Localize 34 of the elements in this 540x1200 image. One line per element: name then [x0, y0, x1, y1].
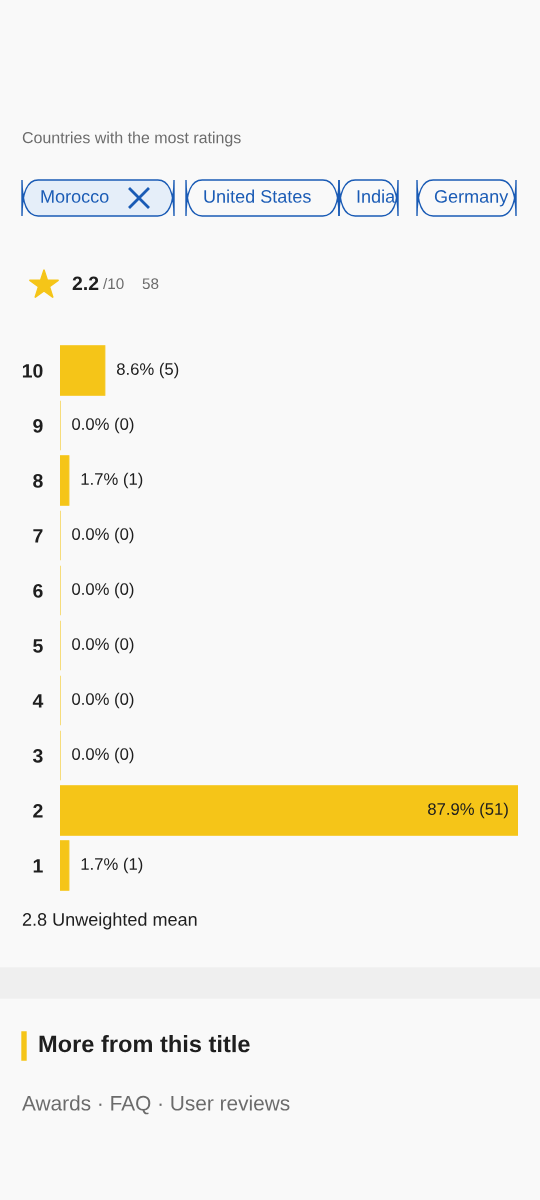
- y-tick-label: 2: [33, 803, 43, 818]
- y-tick-label: 4: [32, 694, 44, 708]
- text: Morocco: [41, 190, 109, 203]
- text: Germany: [434, 190, 509, 207]
- data-label: 1.7% (1): [81, 472, 143, 489]
- text: Awards · FAQ · User reviews: [22, 1095, 290, 1115]
- data-label: 1.7% (1): [81, 857, 143, 874]
- data-label: 87.9% (51): [428, 802, 508, 819]
- y-tick-label: 6: [33, 583, 43, 598]
- text: 58: [142, 278, 159, 290]
- y-tick-label: 1: [33, 859, 43, 873]
- text: More from this title: [39, 1034, 250, 1053]
- y-tick-label: 5: [33, 639, 43, 653]
- text: 2.2/10: [72, 276, 124, 291]
- data-label: 0.0% (0): [72, 417, 134, 434]
- data-label: 8.6% (5): [116, 362, 179, 379]
- y-tick-label: 8: [33, 473, 43, 488]
- y-tick-label: 7: [33, 529, 43, 543]
- chart-subtitle: Countries with the most ratings: [22, 131, 241, 147]
- y-tick-label: 3: [32, 748, 43, 763]
- text: India: [357, 189, 396, 203]
- bar: [60, 785, 518, 836]
- bar: [60, 840, 70, 891]
- y-tick-label: 9: [33, 418, 43, 433]
- data-label: 0.0% (0): [72, 527, 134, 544]
- data-label: 0.0% (0): [72, 692, 134, 709]
- bar: [60, 455, 70, 506]
- data-label: 0.0% (0): [72, 637, 134, 654]
- text: 2.8 Unweighted mean: [22, 912, 197, 930]
- data-label: 0.0% (0): [72, 582, 134, 599]
- y-tick-label: 10: [22, 363, 43, 378]
- text: United States: [204, 189, 311, 203]
- data-label: 0.0% (0): [72, 747, 134, 764]
- bar: [60, 345, 106, 396]
